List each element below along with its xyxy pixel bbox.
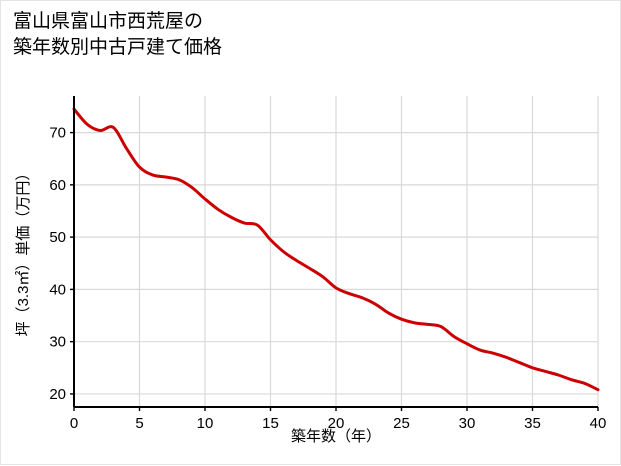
y-tick-label: 40 [49,281,66,298]
y-axis-title: 坪（3.3㎡）単価（万円） [15,166,32,337]
x-tick-label: 35 [524,415,541,432]
x-tick-label: 20 [328,415,345,432]
price-line [72,107,600,392]
y-tick-label: 30 [49,334,66,351]
y-tick-label: 70 [49,125,66,142]
x-tick-label: 10 [197,415,214,432]
data-line-group [72,107,600,392]
x-tick-label: 40 [590,415,607,432]
x-tick-label: 25 [393,415,410,432]
x-axis-title: 築年数（年） [291,427,381,445]
x-tick-label: 30 [459,415,476,432]
y-tick-label: 50 [49,229,66,246]
gridlines-group [73,96,599,407]
axes-group [70,96,599,411]
tick-labels-group: 0 5 10 15 20 25 30 35 40 20 30 40 50 60 70 [49,125,606,432]
y-tick-label: 60 [49,177,66,194]
y-tick-label: 20 [49,386,66,403]
x-tick-label: 15 [262,415,279,432]
x-tick-label: 5 [135,415,143,432]
page-title: 富山県富山市西荒屋の 築年数別中古戸建て価格 [13,11,223,58]
x-tick-label: 0 [70,415,78,432]
